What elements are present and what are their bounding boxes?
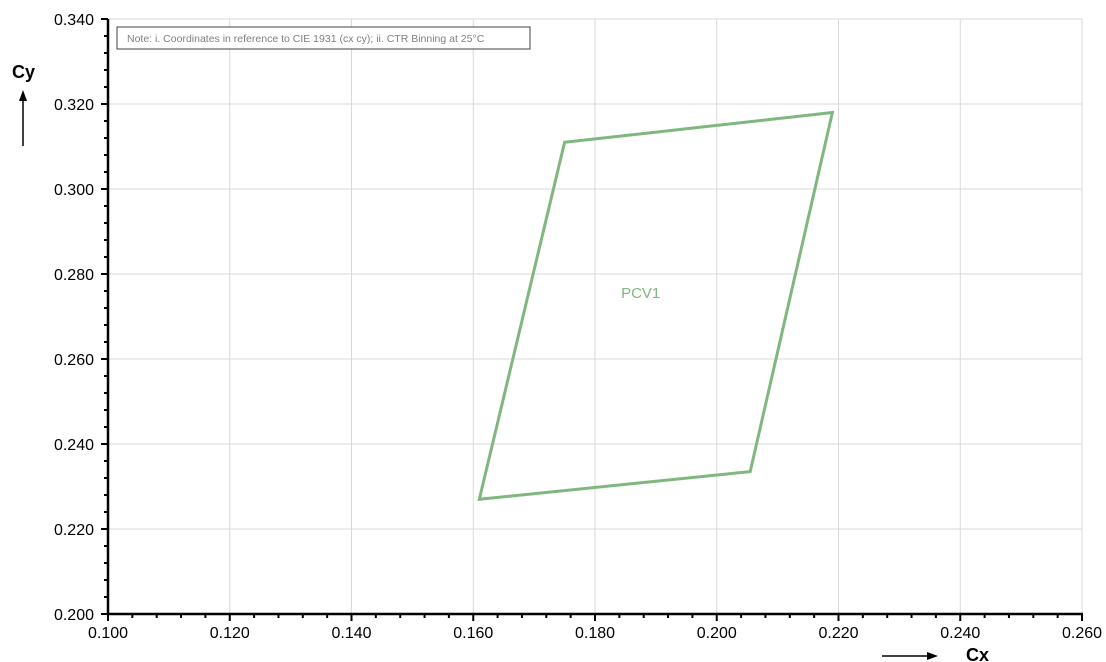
note-box-frame: [116, 26, 531, 50]
y-tick-label: 0.280: [54, 267, 94, 284]
y-tick-label: 0.220: [54, 522, 94, 539]
y-tick-label: 0.200: [54, 607, 94, 624]
x-tick-label: 0.160: [453, 625, 493, 642]
x-tick-label: 0.100: [88, 625, 128, 642]
x-tick-label: 0.140: [331, 625, 371, 642]
tick-labels: 0.100 0.120 0.140 0.160 0.180 0.200 0.220 0.240…: [54, 12, 1102, 642]
y-tick-label: 0.240: [54, 437, 94, 454]
series-pcv1-outline: [477, 110, 835, 502]
x-tick-label: 0.200: [697, 625, 737, 642]
region-label: PCV1: [621, 285, 660, 302]
y-axis-title-group: Cy: [12, 62, 35, 146]
axes: [101, 18, 1083, 621]
y-tick-label: 0.260: [54, 352, 94, 369]
y-axis-arrow-icon: [19, 90, 27, 101]
annotations: PCV1: [621, 285, 660, 302]
note-box: Note: i. Coordinates in reference to CIE…: [116, 26, 531, 50]
x-axis-title-group: Cx: [882, 645, 989, 662]
note-text: Note: i. Coordinates in reference to CIE…: [127, 33, 485, 45]
x-tick-label: 0.260: [1062, 625, 1102, 642]
x-tick-label: 0.180: [575, 625, 615, 642]
y-tick-label: 0.320: [54, 97, 94, 114]
x-axis-arrow-icon: [927, 652, 938, 660]
x-tick-label: 0.240: [940, 625, 980, 642]
y-tick-label: 0.300: [54, 182, 94, 199]
x-tick-label: 0.120: [210, 625, 250, 642]
grid: [108, 18, 1083, 614]
y-tick-label: 0.340: [54, 12, 94, 29]
series-layer: [477, 110, 835, 502]
y-axis-title: Cy: [12, 62, 35, 82]
x-tick-label: 0.220: [818, 625, 858, 642]
x-axis-title: Cx: [966, 645, 989, 662]
